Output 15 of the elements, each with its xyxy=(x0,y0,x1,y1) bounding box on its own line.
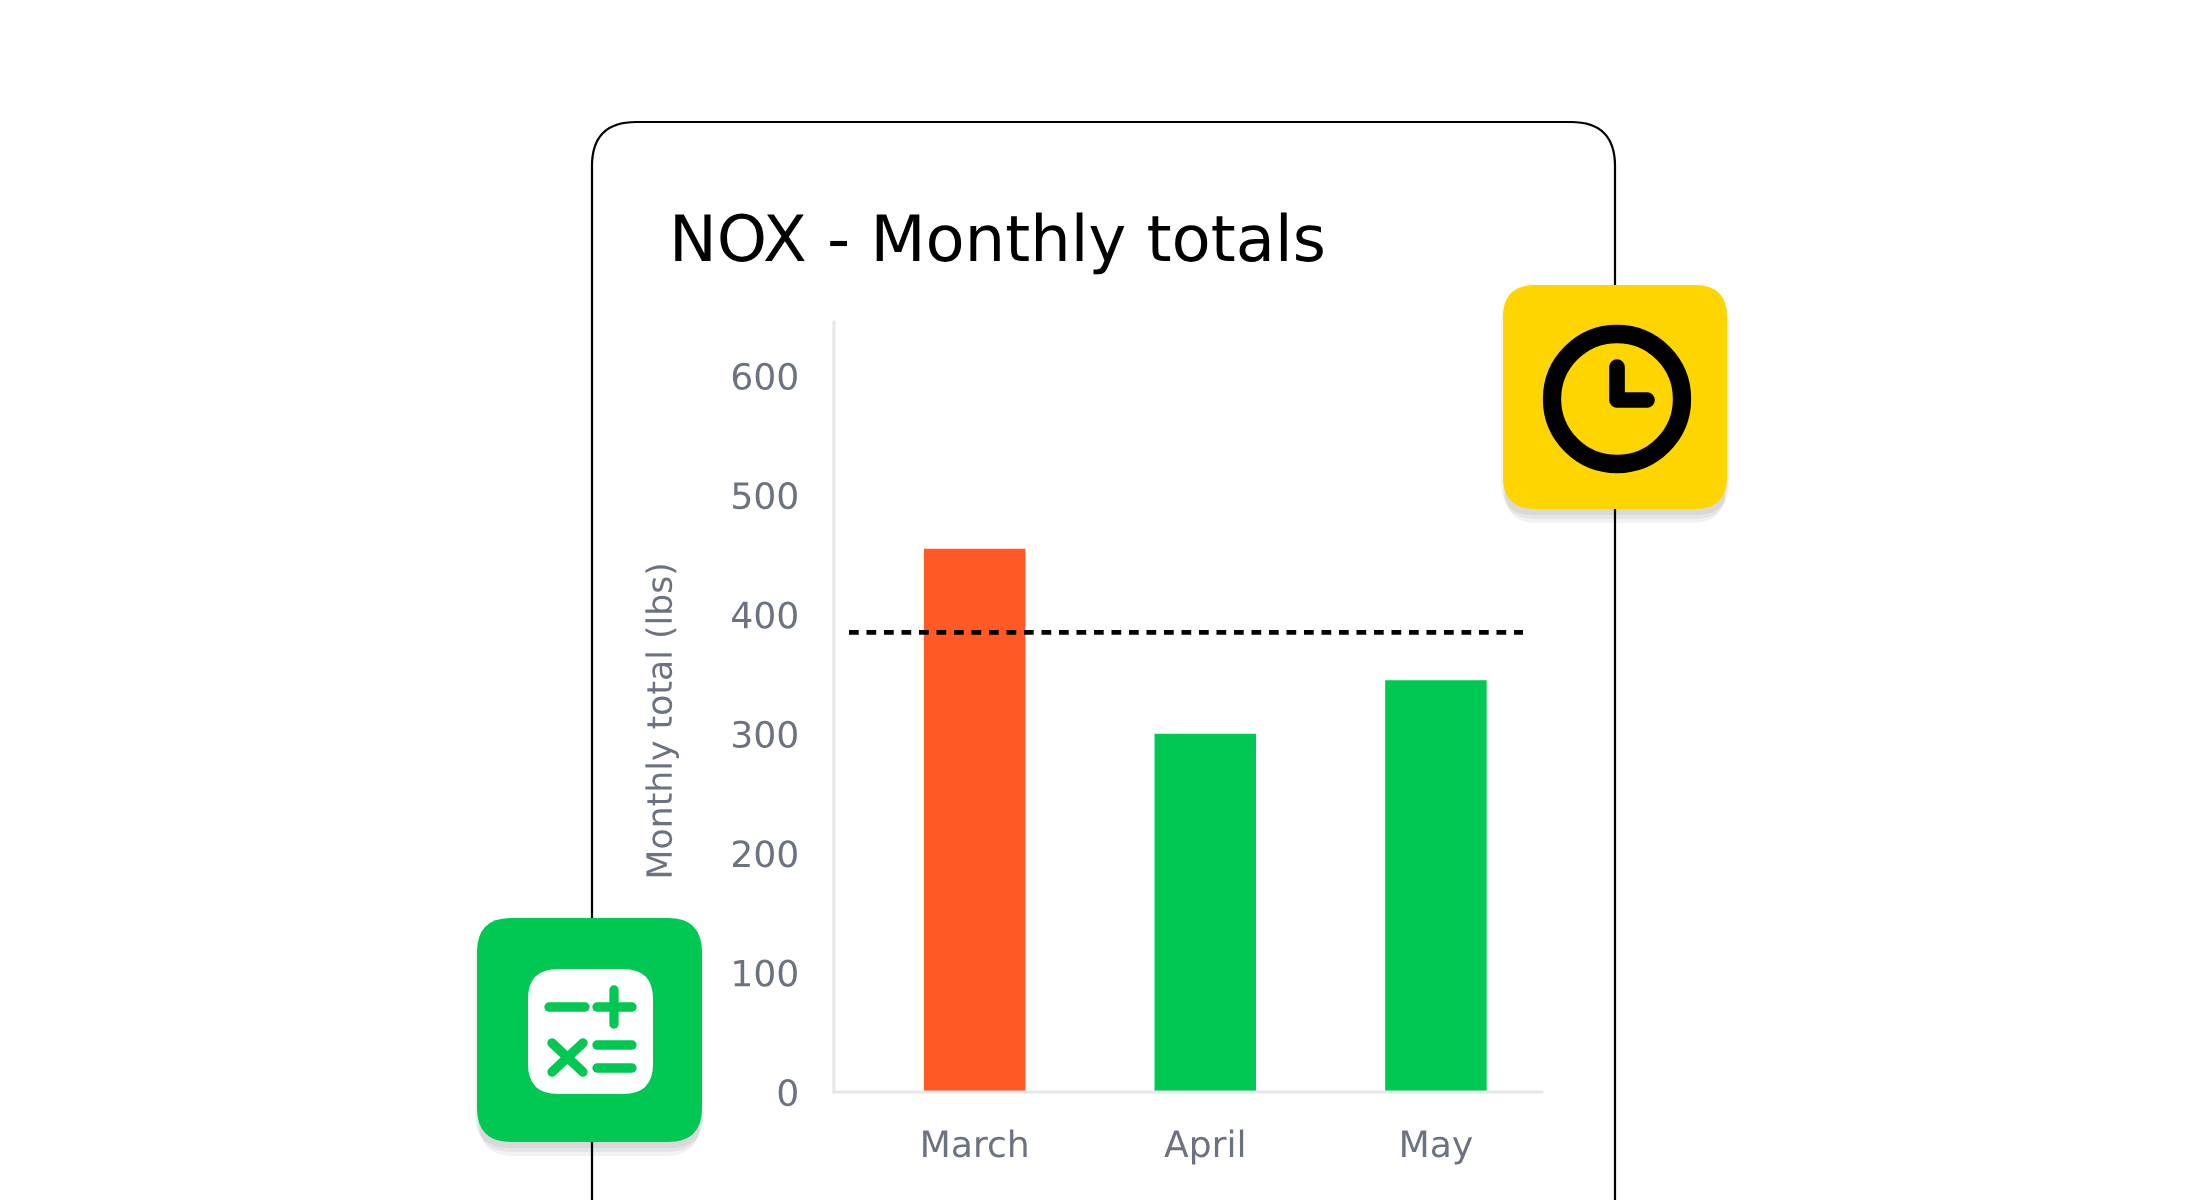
y-tick-label: 0 xyxy=(778,1078,797,1107)
bar xyxy=(1154,733,1257,1092)
y-tick-label: 200 xyxy=(733,840,797,868)
x-tick-label: April xyxy=(1164,1129,1244,1165)
x-tick-label: March xyxy=(923,1129,1027,1158)
y-tick-label: 600 xyxy=(732,362,797,390)
chart-title: NOX - Monthly totals xyxy=(675,212,1323,275)
y-tick-label: 100 xyxy=(734,959,797,987)
y-tick-label: 500 xyxy=(733,482,797,510)
x-tick-label: May xyxy=(1402,1130,1473,1165)
y-tick-label: 300 xyxy=(733,720,797,749)
bar xyxy=(923,548,1026,1092)
bar xyxy=(1385,680,1487,1092)
y-tick-label: 400 xyxy=(732,601,797,629)
y-axis-title: Monthly total (lbs) xyxy=(645,565,679,877)
